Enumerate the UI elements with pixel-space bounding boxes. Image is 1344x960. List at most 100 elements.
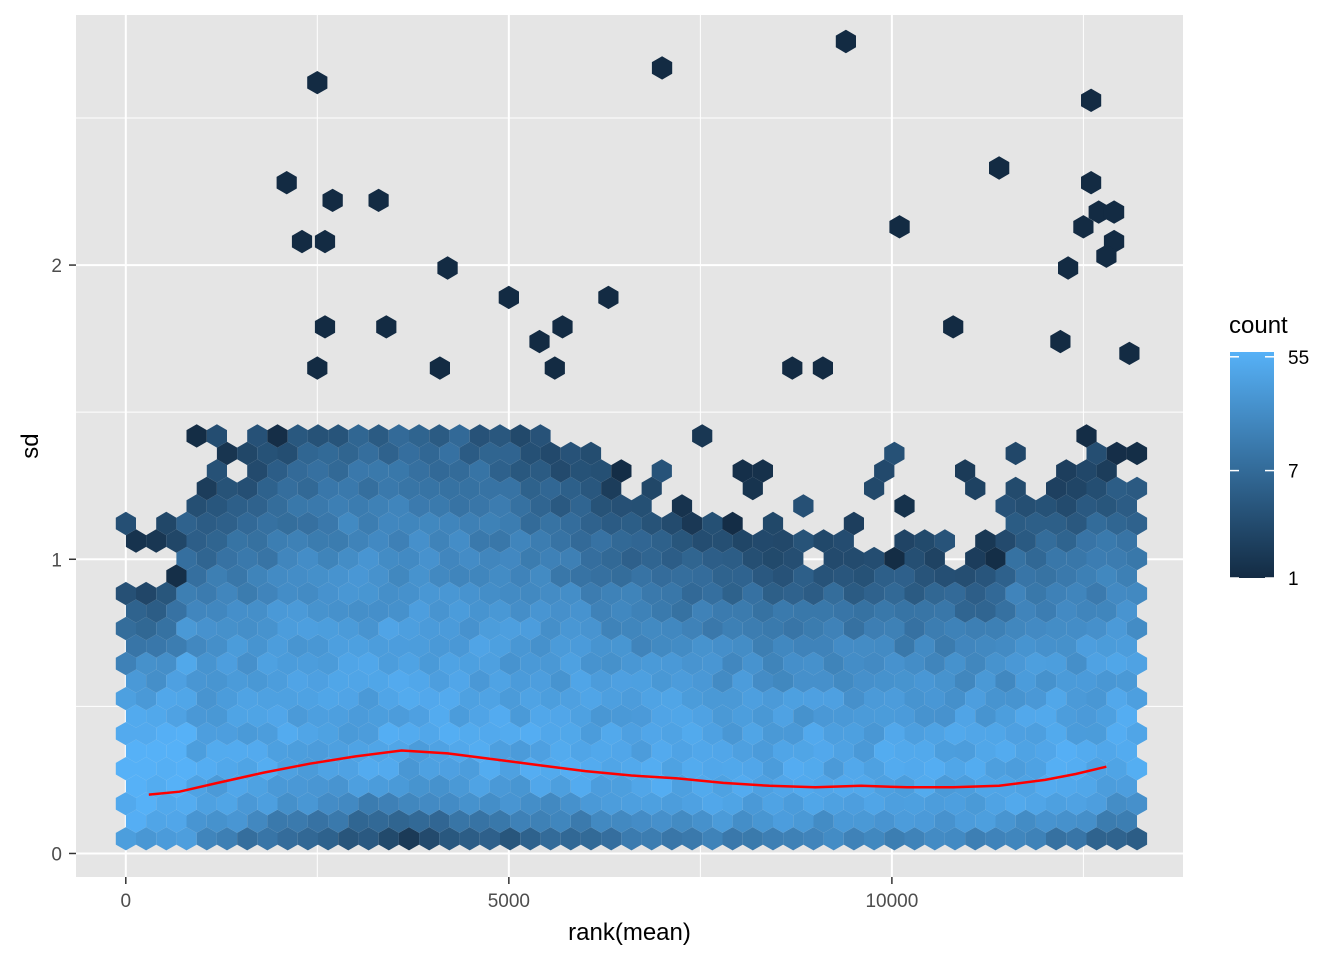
hex-bin [1066, 687, 1087, 711]
hex-bin [591, 704, 612, 728]
hex-bin [247, 459, 268, 483]
hex-bin [934, 634, 955, 658]
hex-bin [874, 459, 895, 483]
hex-bin [1066, 792, 1087, 816]
hex-bin [358, 616, 379, 641]
hex-bin [560, 651, 581, 676]
hex-bin [1066, 546, 1087, 571]
hex-bin [783, 792, 804, 816]
hex-bin [1058, 256, 1079, 280]
hex-bin [611, 459, 632, 483]
hex-bin [297, 792, 318, 816]
hex-bin [550, 529, 571, 553]
hex-bin [307, 564, 329, 588]
hex-bin [439, 616, 460, 641]
hex-bin [257, 792, 278, 816]
hex-bin [1126, 546, 1148, 571]
hex-bin [489, 599, 511, 623]
hex-bin [1025, 722, 1046, 746]
legend-tick-label: 55 [1288, 348, 1309, 369]
hex-bin [439, 827, 460, 851]
hex-bin [661, 511, 682, 536]
hex-bin [560, 827, 581, 851]
hex-bin [1116, 739, 1137, 763]
hex-bin [641, 722, 662, 746]
hex-bin [136, 792, 157, 816]
hex-bin [439, 476, 460, 501]
hex-bin [176, 511, 197, 536]
hex-bin [934, 809, 955, 833]
hex-bin [1046, 546, 1067, 571]
hex-bin [146, 529, 167, 553]
hex-bin [732, 739, 753, 763]
hex-bin [1035, 529, 1057, 553]
hex-bin [580, 476, 602, 501]
hex-bin [388, 494, 409, 518]
hex-bin [904, 827, 925, 851]
hex-bin [237, 581, 258, 606]
hex-bin [803, 757, 824, 781]
hex-bin [1106, 546, 1127, 571]
hex-bin [611, 704, 632, 728]
hex-bin [702, 581, 723, 606]
hex-bin [894, 739, 915, 763]
hex-bin [955, 564, 976, 588]
hex-bin [439, 511, 460, 536]
hex-bin [813, 529, 834, 553]
hex-bin [146, 634, 167, 658]
hex-bin [318, 546, 339, 571]
hex-bin [1088, 200, 1109, 224]
hex-bin [995, 809, 1016, 833]
hex-bin [267, 809, 288, 833]
hex-bin [1035, 494, 1057, 518]
hex-bin [591, 459, 612, 483]
hex-bin [267, 669, 288, 693]
hex-bin [965, 581, 986, 606]
y-tick-label: 0 [51, 844, 62, 865]
hex-bin [115, 687, 136, 711]
hex-bin [955, 739, 976, 763]
hex-bin [985, 581, 1006, 606]
hex-bin [196, 581, 217, 606]
hex-bin [247, 809, 268, 833]
hex-bin [469, 424, 490, 448]
hex-bin [500, 827, 521, 851]
hex-bin [247, 599, 268, 623]
hex-bin [1081, 88, 1102, 112]
hex-bin [975, 739, 996, 763]
hex-bin [853, 669, 875, 693]
hex-bin [348, 774, 369, 798]
hex-bin [955, 599, 976, 623]
hex-bin [115, 651, 136, 676]
hex-bin [924, 687, 945, 711]
hex-bin [429, 494, 450, 518]
hex-bin [257, 511, 278, 536]
legend-colorbar [1230, 352, 1274, 578]
hex-bin [277, 722, 298, 746]
hex-bin [995, 634, 1016, 658]
hex-bin [307, 71, 328, 95]
hex-bin [601, 476, 622, 501]
hex-bin [287, 564, 308, 588]
hex-bin [257, 722, 278, 746]
hex-bin [995, 704, 1016, 728]
hex-bin [540, 476, 561, 501]
hex-bin [651, 564, 672, 588]
hex-bin [1066, 722, 1087, 746]
hex-bin [1066, 476, 1087, 501]
hex-bin [500, 441, 521, 466]
hex-bin [156, 511, 177, 536]
hex-bin [1076, 809, 1097, 833]
hex-bin [318, 581, 339, 606]
hex-bin [671, 739, 693, 763]
hex-bin [500, 511, 521, 536]
hex-bin [1116, 704, 1137, 728]
hex-bin [641, 757, 662, 781]
hex-bin [318, 687, 339, 711]
hex-bin [641, 581, 662, 606]
hex-bin [176, 651, 197, 676]
hex-bin [328, 669, 349, 693]
hex-bin [510, 599, 531, 623]
hex-bin [196, 792, 217, 816]
hex-bin [732, 669, 753, 693]
